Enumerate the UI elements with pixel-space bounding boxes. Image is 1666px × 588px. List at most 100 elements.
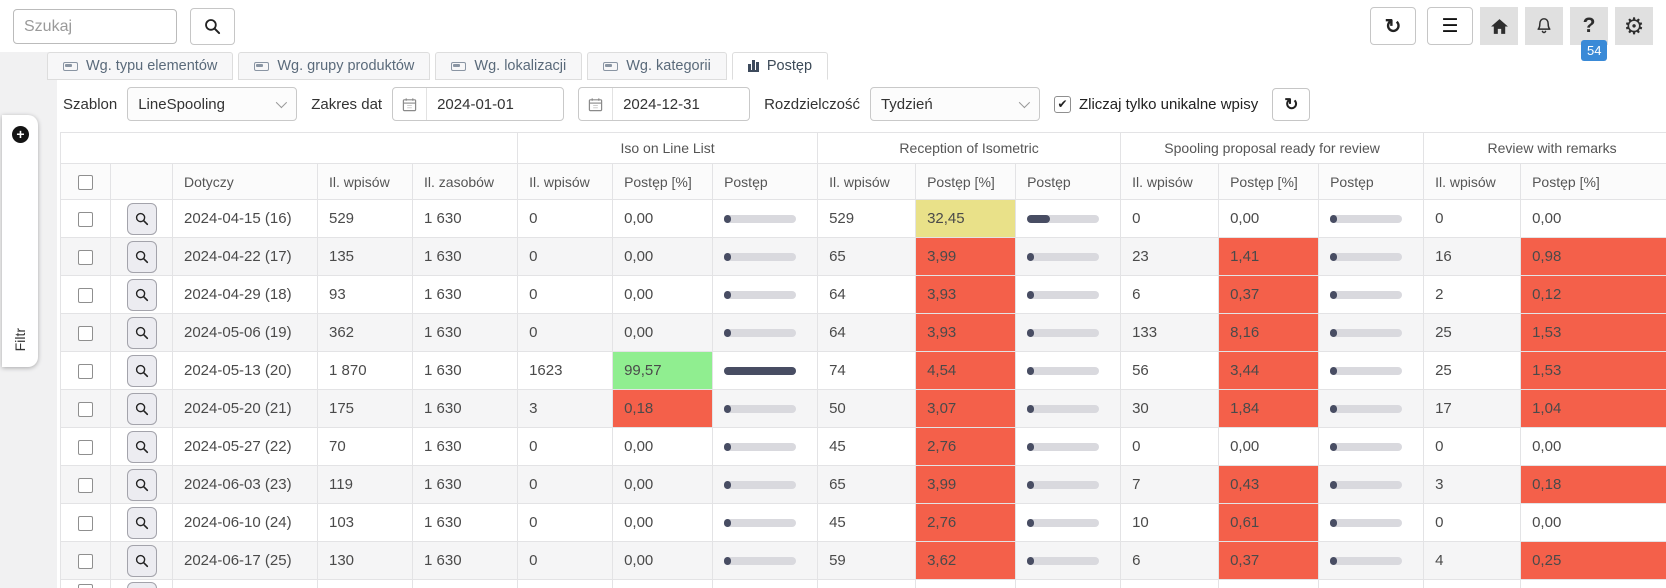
percent-cell: 0,00 (1218, 427, 1320, 466)
tab-wg-lokalizacji[interactable]: Wg. lokalizacji (435, 52, 583, 80)
group-entries-cell: 529 (817, 199, 917, 238)
percent-cell: 0,00 (612, 541, 714, 580)
progress-bar-cell (712, 503, 819, 542)
progress-bar (724, 518, 797, 527)
table-row[interactable]: 2024-04-22 (17) 135 1 630 0 0,00 65 3,99 23 1,41… (60, 237, 1666, 276)
menu-button[interactable] (1427, 7, 1473, 45)
szablon-select[interactable]: LineSpooling (127, 87, 298, 121)
table-row[interactable]: 2024-05-27 (22) 70 1 630 0 0,00 45 2,76 0 0,00 0 0… (60, 427, 1666, 466)
table-row[interactable]: 2024-06-17 (25) 130 1 630 0 0,00 59 3,62 6 0,37 4… (60, 541, 1666, 580)
progress-bar-cell (712, 199, 819, 238)
tab-wg-kategorii[interactable]: Wg. kategorii (587, 52, 727, 80)
table-row[interactable]: 2024-05-20 (21) 175 1 630 3 0,18 50 3,07 30 1,84… (60, 389, 1666, 428)
search-button[interactable] (190, 8, 235, 45)
group-entries-cell: 65 (817, 465, 917, 504)
search-icon (205, 19, 221, 35)
progress-bar (724, 366, 797, 375)
row-checkbox[interactable] (78, 553, 93, 569)
group-entries-cell: 1623 (517, 351, 614, 390)
row-checkbox[interactable] (78, 515, 93, 531)
checkbox-cell (60, 579, 111, 588)
table-row[interactable]: 2024-05-06 (19) 362 1 630 0 0,00 64 3,93 133 8,1… (60, 313, 1666, 352)
select-all-checkbox[interactable] (78, 174, 93, 190)
empty-cell (1318, 579, 1425, 588)
table-row-partial[interactable] (60, 579, 1666, 588)
tab-postep[interactable]: Postęp (731, 52, 829, 80)
percent-cell: 1,84 (1218, 389, 1320, 428)
progress-bar-cell (712, 427, 819, 466)
row-details-button[interactable] (126, 544, 157, 577)
table-row[interactable]: 2024-05-13 (20) 1 870 1 630 1623 99,57 74 4,54… (60, 351, 1666, 390)
calendar-icon (393, 88, 428, 120)
row-checkbox[interactable] (78, 583, 93, 588)
date-from-input[interactable]: 2024-01-01 (392, 87, 565, 121)
filter-flyout-tab[interactable]: Filtr (2, 115, 38, 367)
rozdzielczosc-select[interactable]: Tydzień (869, 87, 1040, 121)
magnifier-icon (135, 440, 148, 453)
group-entries-cell: 6 (1120, 541, 1220, 580)
percent-cell: 1,04 (1520, 389, 1666, 428)
column-header: Postęp (1318, 163, 1425, 200)
row-details-button[interactable] (126, 240, 157, 273)
tab-wg-typu-elementow[interactable]: Wg. typu elementów (47, 52, 234, 80)
percent-cell: 0,00 (612, 427, 714, 466)
group-entries-cell: 23 (1120, 237, 1220, 276)
row-checkbox[interactable] (78, 211, 93, 227)
date-to-value: 2024-12-31 (623, 95, 700, 113)
percent-cell: 0,00 (1520, 503, 1666, 542)
group-header-spacer (60, 132, 519, 164)
row-details-button[interactable] (126, 202, 157, 235)
notifications-button[interactable] (1525, 7, 1563, 45)
row-checkbox[interactable] (78, 439, 93, 455)
refresh-button[interactable] (1370, 7, 1416, 45)
row-checkbox[interactable] (78, 249, 93, 265)
progress-bar-cell (1015, 465, 1122, 504)
row-checkbox[interactable] (78, 477, 93, 493)
checkbox-cell (60, 465, 111, 504)
column-header: Postęp [%] (915, 163, 1017, 200)
empty-cell (1423, 579, 1522, 588)
actions-cell (110, 465, 173, 504)
row-details-button[interactable] (126, 506, 157, 539)
row-checkbox[interactable] (78, 401, 93, 417)
row-checkbox[interactable] (78, 363, 93, 379)
help-button[interactable]: 54 (1570, 7, 1608, 61)
row-checkbox[interactable] (78, 287, 93, 303)
table-row[interactable]: 2024-04-15 (16) 529 1 630 0 0,00 529 32,45 0 0,0… (60, 199, 1666, 238)
empty-cell (712, 579, 819, 588)
group-entries-cell: 3 (517, 389, 614, 428)
empty-cell (1520, 579, 1666, 588)
row-details-button[interactable] (126, 354, 157, 387)
reload-table-button[interactable] (1272, 87, 1311, 121)
progress-bar-cell (712, 465, 819, 504)
home-button[interactable] (1480, 7, 1518, 45)
unique-entries-checkbox[interactable] (1053, 95, 1071, 113)
row-checkbox[interactable] (78, 325, 93, 341)
settings-button[interactable] (1615, 7, 1653, 45)
row-details-button[interactable] (126, 316, 157, 349)
table-row[interactable]: 2024-06-10 (24) 103 1 630 0 0,00 45 2,76 10 0,61… (60, 503, 1666, 542)
row-details-button[interactable] (126, 582, 157, 588)
column-header: Postęp [%] (1520, 163, 1666, 200)
checkbox-cell (60, 427, 111, 466)
table-row[interactable]: 2024-06-03 (23) 119 1 630 0 0,00 65 3,99 7 0,43 3… (60, 465, 1666, 504)
row-details-button[interactable] (126, 392, 157, 425)
progress-table-container: Iso on Line List Reception of Isometric Sp… (60, 132, 1666, 588)
resources-cell: 1 630 (411, 275, 519, 314)
row-details-button[interactable] (126, 278, 157, 311)
row-details-button[interactable] (126, 468, 157, 501)
progress-bar-cell (712, 541, 819, 580)
date-to-input[interactable]: 2024-12-31 (578, 87, 751, 121)
resources-cell: 1 630 (411, 199, 519, 238)
search-input[interactable] (13, 9, 177, 44)
add-filter-icon[interactable] (12, 126, 29, 143)
group-entries-cell: 3 (1423, 465, 1522, 504)
table-row[interactable]: 2024-04-29 (18) 93 1 630 0 0,00 64 3,93 6 0,37 2 0… (60, 275, 1666, 314)
date-cell: 2024-06-17 (25) (172, 541, 318, 580)
row-details-button[interactable] (126, 430, 157, 463)
progress-bar (724, 290, 797, 299)
tab-wg-grupy-produktow[interactable]: Wg. grupy produktów (238, 52, 431, 80)
zakres-dat-label: Zakres dat (311, 95, 383, 113)
entries-cell: 93 (317, 275, 413, 314)
magnifier-icon (135, 364, 148, 377)
